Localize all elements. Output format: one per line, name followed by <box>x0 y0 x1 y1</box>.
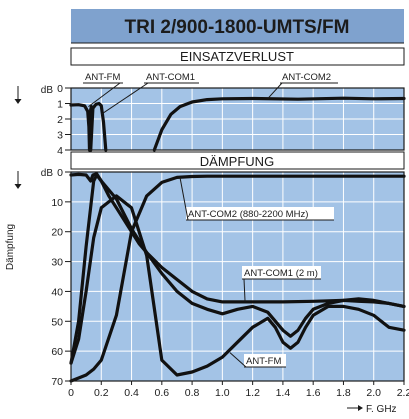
attenuation-annotation: ANT-FM <box>229 352 286 368</box>
attenuation-x-tick-label: 2.0 <box>366 387 381 399</box>
insertion-loss-y-tick-label: 3 <box>57 130 63 142</box>
chart-title: TRI 2/900-1800-UMTS/FM <box>125 17 350 38</box>
attenuation-y-tick-label: 30 <box>51 257 63 269</box>
attenuation-annotation: ANT-COM2 (880-2200 MHz) <box>179 177 334 221</box>
attenuation-x-tick-label: 0.2 <box>94 387 109 399</box>
attenuation-x-tick-label: 1.2 <box>245 387 260 399</box>
insertion-loss-annotation-label: ANT-COM1 <box>146 72 195 83</box>
title-bar <box>71 9 404 43</box>
attenuation-plot-area <box>71 172 404 381</box>
insertion-loss-annotation-bg <box>144 70 199 83</box>
attenuation-annotation-bg <box>242 266 321 279</box>
insertion-loss-series-1 <box>89 101 108 152</box>
insertion-loss-y-axis: 0 1 2 3 4 <box>57 83 71 157</box>
attenuation-y-tick-label: 40 <box>51 286 63 298</box>
attenuation-series-3 <box>69 194 406 377</box>
attenuation-y-tick-label: 10 <box>51 197 63 209</box>
attenuation-y-axis: 0 10 20 30 40 50 60 70 <box>51 167 71 388</box>
insertion-loss-annotation: ANT-COM2 <box>267 70 338 99</box>
attenuation-x-tick-label: 0.6 <box>155 387 170 399</box>
attenuation-series-2 <box>69 174 406 383</box>
insertion-loss-unit: dB <box>41 85 54 96</box>
attenuation-y-tick-label: 60 <box>51 346 63 358</box>
insertion-loss-leader-line <box>100 82 149 115</box>
attenuation-frame <box>70 171 405 382</box>
attenuation-annotation: ANT-COM1 (2 m) <box>242 266 321 302</box>
attenuation-unit: dB <box>41 168 54 179</box>
attenuation-annotation-label: ANT-COM1 (2 m) <box>244 268 318 279</box>
frequency-x-axis: 0 0.2 0.4 0.6 0.8 1.0 1.2 1.4 1.6 1.8 2.0 2.2 <box>68 381 409 399</box>
insertion-loss-title: EINSATZVERLUST <box>180 49 294 64</box>
attenuation-x-tick-label: 0.8 <box>185 387 200 399</box>
attenuation-annotation-label: ANT-COM2 (880-2200 MHz) <box>188 209 308 220</box>
attenuation-series-1 <box>69 173 406 365</box>
attenuation-y-tick-label: 70 <box>51 376 63 388</box>
attenuation-y-tick-label: 50 <box>51 316 63 328</box>
attenuation-band <box>70 151 405 170</box>
down-arrow-icon <box>14 86 22 104</box>
insertion-loss-y-tick-label: 4 <box>57 145 63 157</box>
attenuation-x-tick-label: 1.6 <box>306 387 321 399</box>
right-arrow-icon <box>347 405 363 411</box>
attenuation-x-tick-label: 0 <box>68 387 74 399</box>
attenuation-leader-line <box>243 278 246 302</box>
insertion-loss-y-tick-label: 1 <box>57 99 63 111</box>
attenuation-leader-line <box>229 352 247 368</box>
insertion-loss-annotation: ANT-COM1 <box>100 70 199 115</box>
attenuation-y-tick-label: 0 <box>57 167 63 179</box>
insertion-loss-annotation-bg <box>83 70 123 83</box>
attenuation-x-tick-label: 1.8 <box>336 387 351 399</box>
insertion-loss-leader-line <box>267 82 283 99</box>
insertion-loss-plot: ANT-FM ANT-COM1 ANT-COM2 <box>69 70 406 152</box>
insertion-loss-leader-line <box>88 82 121 108</box>
insertion-loss-y-tick-label: 0 <box>57 83 63 95</box>
attenuation-annotation-label: ANT-FM <box>246 356 281 367</box>
frequency-axis-label: F. GHz <box>366 404 397 414</box>
attenuation-x-tick-label: 0.4 <box>124 387 139 399</box>
insertion-loss-y-tick-label: 2 <box>57 114 63 126</box>
attenuation-x-tick-label: 1.4 <box>276 387 291 399</box>
attenuation-x-tick-label: 2.2 <box>397 387 409 399</box>
attenuation-axis-label: Dämpfung <box>5 224 16 270</box>
attenuation-x-tick-label: 1.0 <box>215 387 230 399</box>
attenuation-plot: ANT-COM2 (880-2200 MHz) ANT-COM1 (2 m) ANT… <box>69 171 406 383</box>
insertion-loss-annotation-bg <box>280 70 338 83</box>
attenuation-annotation-bg <box>186 207 334 220</box>
attenuation-title: DÄMPFUNG <box>200 154 274 169</box>
insertion-loss-series-0 <box>69 103 93 152</box>
insertion-loss-series-2 <box>152 96 406 152</box>
attenuation-y-tick-label: 20 <box>51 227 63 239</box>
attenuation-annotation-bg <box>244 354 286 367</box>
down-arrow-icon <box>14 171 22 189</box>
insertion-loss-annotation-label: ANT-COM2 <box>282 72 331 83</box>
attenuation-leader-line <box>179 177 189 221</box>
insertion-loss-annotation: ANT-FM <box>83 70 123 108</box>
insertion-loss-band <box>70 47 405 66</box>
insertion-loss-annotation-label: ANT-FM <box>85 72 120 83</box>
